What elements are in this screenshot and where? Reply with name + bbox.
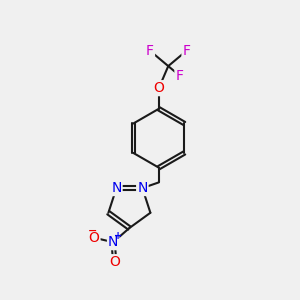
- Text: F: F: [176, 68, 183, 83]
- Text: F: F: [182, 44, 190, 58]
- Text: O: O: [109, 255, 120, 269]
- Text: F: F: [146, 44, 154, 58]
- Text: N: N: [137, 181, 148, 195]
- Text: N: N: [111, 181, 122, 195]
- Text: O: O: [153, 81, 164, 95]
- Text: N: N: [108, 235, 119, 249]
- Text: O: O: [88, 231, 100, 245]
- Text: −: −: [88, 226, 97, 236]
- Text: +: +: [114, 231, 122, 241]
